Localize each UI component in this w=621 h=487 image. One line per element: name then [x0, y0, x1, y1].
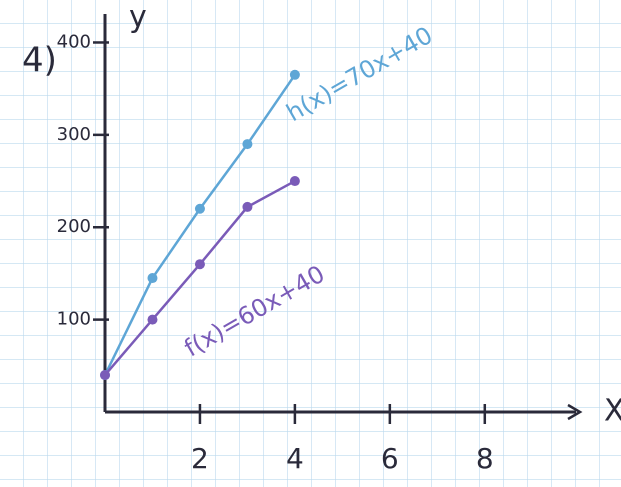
x-tick-label: 2	[191, 442, 209, 475]
data-point	[289, 176, 300, 187]
data-point	[242, 201, 253, 212]
data-point	[289, 69, 300, 80]
x-tick-label: 8	[476, 442, 494, 475]
x-axis-label: X	[604, 394, 621, 429]
y-tick-label: 100	[57, 309, 91, 330]
y-axis-label: y	[129, 0, 147, 35]
x-axis-arrow	[567, 403, 583, 421]
x-tick-label: 4	[286, 442, 304, 475]
data-point	[147, 314, 158, 325]
data-point	[194, 203, 205, 214]
x-tick-label: 6	[381, 442, 399, 475]
data-point	[194, 259, 205, 270]
data-point	[242, 139, 253, 150]
problem-number: 4)	[22, 41, 57, 81]
data-point	[100, 370, 110, 381]
y-tick-label: 300	[57, 124, 91, 145]
y-tick-label: 400	[57, 31, 91, 52]
y-tick-label: 200	[57, 216, 91, 237]
data-point	[147, 273, 158, 284]
